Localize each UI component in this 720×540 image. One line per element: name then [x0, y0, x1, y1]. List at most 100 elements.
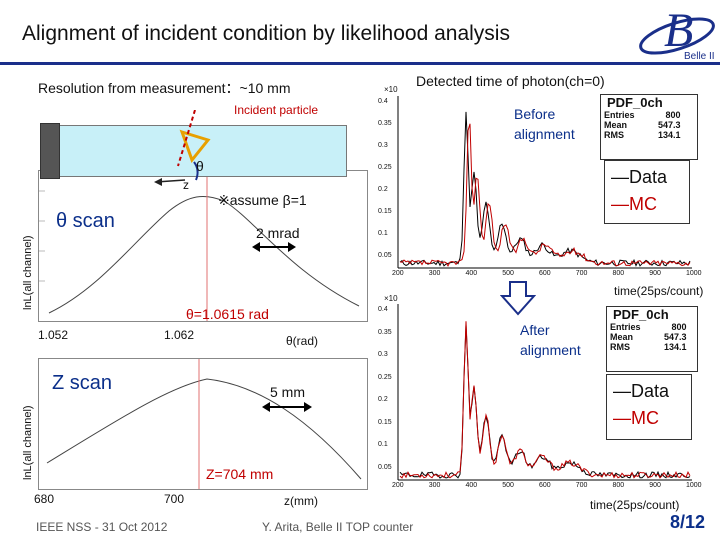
belle-ii-logo: B Belle II [634, 2, 720, 64]
hist-before-yexp: ×10 [384, 85, 398, 94]
z-scan-plot [38, 358, 368, 490]
hist-before [370, 92, 700, 274]
rms-value: 134.1 [663, 342, 687, 352]
ytick-label: 0.2 [378, 186, 388, 193]
entries-label: Entries [610, 322, 641, 332]
detected-time-title: Detected time of photon(ch=0) [416, 73, 605, 89]
theta-xtick-1: 1.052 [38, 328, 69, 342]
hist-before-legend: ―Data ―MC [604, 160, 690, 224]
legend-mc: ―MC [613, 408, 659, 428]
rms-label: RMS [610, 342, 630, 352]
legend-mc: ―MC [611, 194, 657, 214]
z-xtick-2: 700 [164, 492, 185, 506]
mean-value: 547.3 [663, 332, 687, 342]
ytick-label: 0.4 [378, 306, 388, 313]
xtick-label: 900 [649, 482, 661, 489]
footer-author: Y. Arita, Belle II TOP counter [262, 520, 414, 534]
stat-title: PDF_0ch [607, 95, 663, 110]
before-alignment-note: Before alignment [514, 106, 575, 142]
ytick-label: 0.05 [378, 252, 392, 259]
theta-symbol: θ [196, 158, 204, 174]
xtick-label: 700 [575, 482, 588, 489]
ytick-label: 0.15 [378, 208, 392, 215]
xtick-label: 300 [428, 482, 441, 489]
mean-label: Mean [604, 120, 628, 130]
mean-label: Mean [610, 332, 634, 342]
ytick-label: 0.3 [378, 142, 388, 149]
mean-value: 547.3 [657, 120, 681, 130]
hist-after [370, 300, 700, 486]
z-scan-label: Z scan [52, 372, 113, 394]
ytick-label: 0.2 [378, 396, 388, 403]
down-arrow [499, 280, 537, 316]
xtick-label: 400 [465, 482, 478, 489]
incident-particle-label: Incident particle [234, 103, 319, 117]
theta-width-arrow [252, 240, 296, 252]
page-number: 8/12 [670, 512, 706, 532]
xtick-label: 500 [502, 270, 514, 277]
z-xtick-1: 680 [34, 492, 55, 506]
logo-subtitle: Belle II [684, 51, 715, 62]
xtick-label: 200 [392, 270, 404, 277]
ytick-label: 0.3 [378, 351, 388, 358]
ytick-label: 0.15 [378, 418, 392, 426]
z-axis-label: z [183, 178, 189, 192]
xtick-label: 800 [612, 482, 625, 489]
theta-result: θ=1.0615 rad [186, 306, 269, 322]
rms-value: 134.1 [657, 130, 681, 140]
xtick-label: 700 [575, 270, 588, 277]
ytick-label: 0.25 [378, 164, 392, 171]
z-width-arrow [262, 400, 312, 412]
xtick-label: 400 [465, 270, 478, 277]
xtick-label: 600 [539, 270, 551, 277]
xtick-label: 1000 [686, 270, 702, 277]
resolution-text: Resolution from measurement：~10 mm [38, 80, 291, 96]
ytick-label: 0.35 [378, 120, 392, 127]
ytick-label: 0.4 [378, 98, 388, 105]
xtick-label: 500 [502, 482, 514, 489]
ytick-label: 0.25 [378, 373, 392, 381]
mcp-block [40, 123, 60, 179]
theta-xtick-2: 1.062 [164, 328, 195, 342]
after-alignment-note: After alignment [520, 322, 581, 358]
incident-particle-diagram [150, 109, 230, 190]
legend-data: ―Data [611, 167, 668, 187]
xtick-label: 900 [649, 270, 661, 277]
z-ylabel: lnL(all channel) [22, 405, 34, 480]
rms-label: RMS [604, 130, 624, 140]
footer-conference: IEEE NSS - 31 Oct 2012 [36, 520, 168, 534]
legend-data: ―Data [613, 381, 670, 401]
entries-value: 800 [665, 110, 681, 120]
z-width-note: 5 mm [270, 384, 305, 400]
hist-after-legend: ―Data ―MC [606, 374, 692, 440]
z-result: Z=704 mm [206, 466, 274, 482]
xtick-label: 1000 [686, 482, 702, 489]
header-rule [0, 62, 720, 65]
svg-text:B: B [664, 4, 693, 57]
entries-label: Entries [604, 110, 635, 120]
hist-after-xunit: time(25ps/count) [590, 498, 680, 512]
theta-scan-plot [38, 170, 368, 322]
theta-xunit: θ(rad) [286, 334, 319, 348]
stat-title: PDF_0ch [613, 307, 669, 322]
ytick-label: 0.05 [378, 463, 392, 471]
z-xunit: z(mm) [284, 494, 318, 508]
quartz-bar [45, 125, 347, 177]
hist-before-xunit: time(25ps/count) [614, 284, 704, 298]
entries-value: 800 [671, 322, 687, 332]
hist-after-stats: PDF_0ch Entries 800 Mean 547.3 RMS 134.1 [606, 306, 698, 372]
xtick-label: 600 [539, 482, 551, 489]
theta-scan-label: θ scan [56, 210, 115, 232]
theta-width-note: 2 mrad [256, 225, 300, 241]
xtick-label: 300 [428, 270, 441, 277]
xtick-label: 800 [612, 270, 625, 277]
assume-beta-note: ※assume β=1 [218, 192, 307, 208]
xtick-label: 200 [392, 482, 404, 489]
ytick-label: 0.1 [378, 230, 388, 237]
theta-ylabel: lnL(all channel) [22, 235, 34, 310]
slide-title: Alignment of incident condition by likel… [22, 22, 510, 45]
hist-after-yexp: ×10 [384, 294, 398, 303]
hist-before-stats: PDF_0ch Entries 800 Mean 547.3 RMS 134.1 [600, 94, 698, 160]
ytick-label: 0.35 [378, 328, 392, 336]
ytick-label: 0.1 [378, 441, 388, 448]
